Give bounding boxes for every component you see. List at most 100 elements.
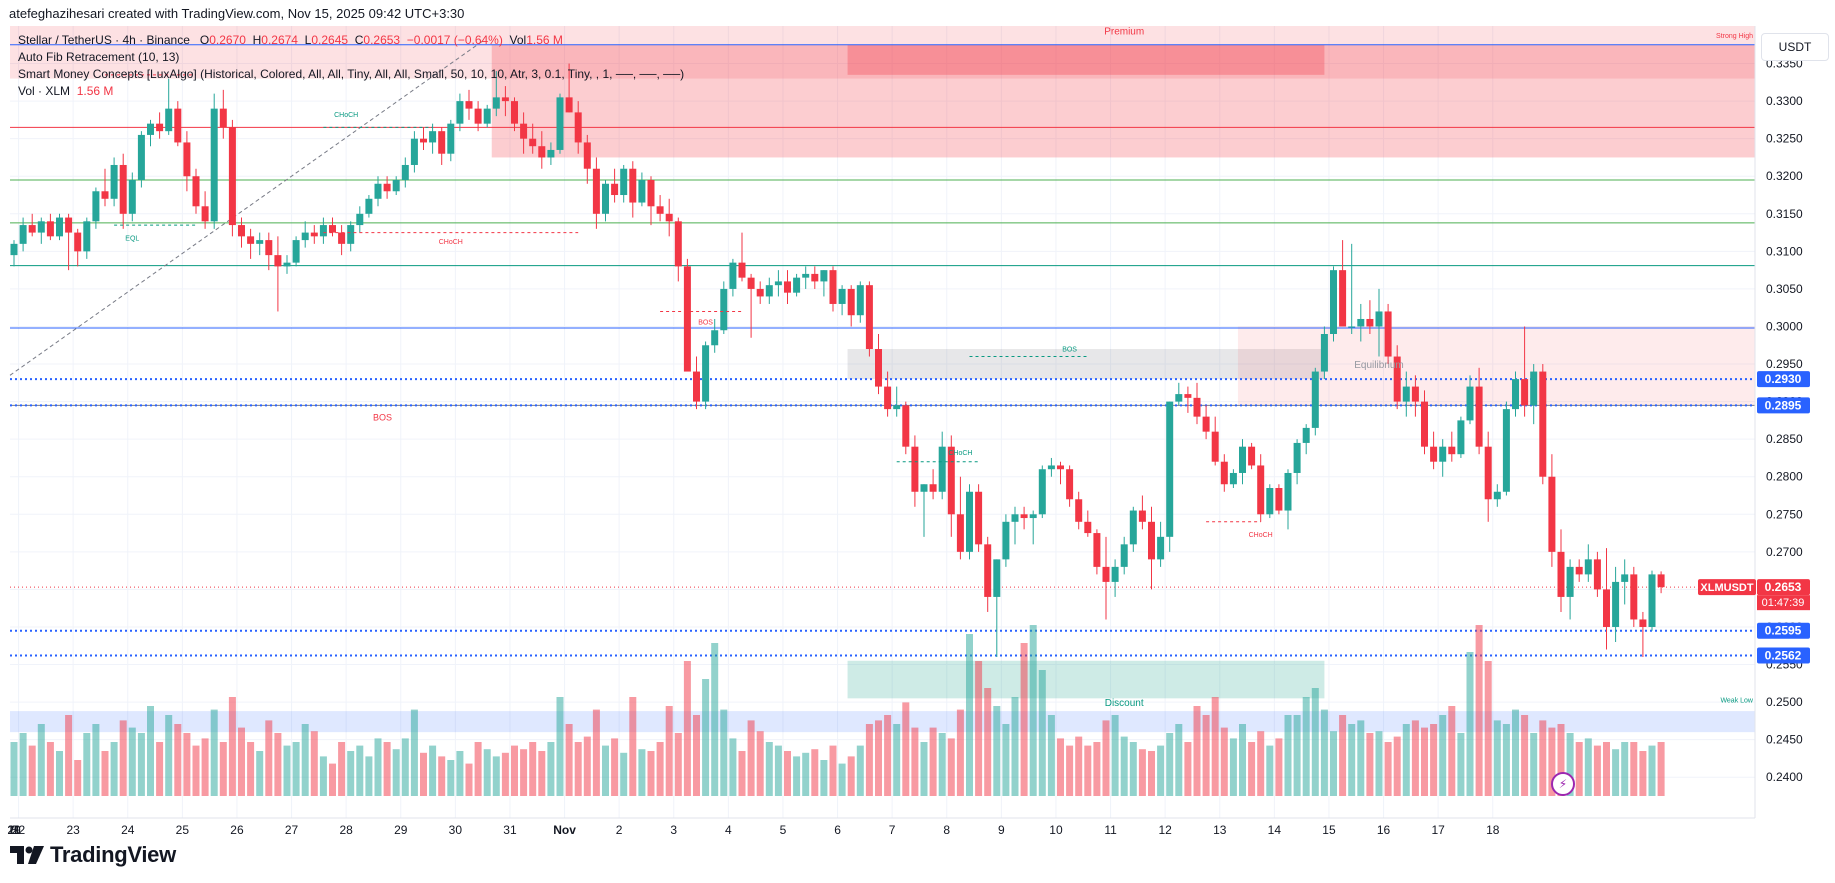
time-tick-label: 4 [725,823,732,836]
price-tick-label: 0.2950 [1766,357,1803,371]
countdown-text: 01:47:39 [1762,597,1805,609]
volume-bar [147,706,154,796]
candle-body [1348,326,1356,328]
price-label-box [1757,579,1810,596]
volume-bar [966,634,973,796]
lightning-icon[interactable]: ⚡ [1551,772,1575,796]
currency-selector[interactable]: USDT [1761,33,1829,61]
time-tick-label: 25 [176,823,190,836]
candle-body [711,330,719,346]
candle-body [1375,311,1383,327]
time-tick-label: 26 [230,823,244,836]
volume-bar [92,724,100,796]
candle-body [1266,488,1274,515]
candle-body [1002,521,1010,560]
volume-bar [347,751,355,796]
volume-bar [74,760,82,796]
candle-body [1484,446,1492,500]
volume-bar [1320,709,1328,796]
time-tick-label: 14 [1268,823,1282,836]
volume-bar [37,724,45,796]
symbol-label[interactable]: Stellar / TetherUS · 4h · Binance [18,33,190,47]
candle-body [356,213,364,226]
volume-bar [338,742,346,796]
candle-body [256,240,264,244]
candle-body [811,273,819,282]
volume-bar [674,733,682,796]
volume-bar [165,715,173,796]
volume-bar [1193,706,1201,796]
volume-bar [847,756,855,796]
volume-bar [1202,715,1210,796]
volume-bar [802,752,810,796]
volume-bar [1575,742,1583,796]
candle-body [647,180,655,207]
volume-bar [774,745,782,796]
candle-body [292,240,300,263]
candle-body [583,142,591,169]
candle-body [747,277,755,289]
time-tick-label: 2 [616,823,623,836]
volume-bar [538,751,546,796]
candle-body [1657,574,1665,588]
volume-bar [829,745,837,796]
time-tick-label: 11 [1104,823,1117,836]
volume-bar [629,697,637,796]
candle-body [592,168,600,214]
volume-bar [520,749,528,796]
candle-body [1584,559,1592,575]
discount-zone [847,660,1325,699]
legend-volume-row[interactable]: Vol · XLM 1.56 M [18,83,684,100]
candle-body [1384,311,1392,357]
volume-bar [319,756,327,796]
volume-bar [1084,745,1092,796]
legend-indicator-smc[interactable]: Smart Money Concepts [LuxAlgo] (Historic… [18,67,685,81]
volume-bar [583,736,591,796]
volume-bar [210,709,218,796]
candle-body [665,213,673,222]
candle-body [1320,334,1328,372]
price-label-box [1757,397,1810,414]
candle-body [374,183,382,199]
volume-bar [1448,706,1456,796]
candle-body [756,288,764,297]
volume-value: 1.56 M [76,84,114,98]
volume-bar [638,749,646,796]
volume-bar [511,745,518,796]
candle-body [620,168,628,196]
volume-bar [820,760,828,796]
chart-area[interactable]: Premium Strong High Equilibrium Discount Wea… [0,26,1835,837]
volume-bar [1384,742,1392,796]
time-tick-label: 9 [998,823,1005,836]
time-tick-label: 5 [780,823,787,836]
candle-body [492,97,500,109]
price-chart[interactable]: Premium Strong High Equilibrium Discount Wea… [0,26,1835,837]
structure-label: Discount [1105,698,1144,709]
volume-bar [1157,745,1165,796]
volume-bar [665,706,673,796]
volume-bar [238,727,245,796]
volume-bar [1457,733,1465,796]
candles [10,63,1665,658]
volume-bar [1593,745,1601,796]
candle-body [738,262,746,278]
legend-indicator-fib[interactable]: Auto Fib Retracement (10, 13) [18,50,180,64]
candle-body [1502,409,1510,492]
volume-bar [1229,738,1237,796]
volume-bar [401,738,409,796]
candle-body [1084,521,1092,534]
candle-body [1275,488,1283,511]
volume-bar [611,738,619,796]
volume-bar [1430,724,1438,796]
vol-value: 1.56 M [526,33,563,47]
fib-levels [9,40,1755,657]
volume-bar [947,738,955,796]
structure-label: CHoCH [948,450,972,457]
legend-symbol-row[interactable]: Stellar / TetherUS · 4h · Binance O0.267… [18,32,684,49]
candle-body [602,183,609,214]
volume-bar [1075,736,1083,796]
candle-body [329,225,336,233]
fib-trendline [9,40,483,376]
volume-bar [292,742,300,796]
tradingview-logo[interactable]: TradingView [10,840,176,870]
